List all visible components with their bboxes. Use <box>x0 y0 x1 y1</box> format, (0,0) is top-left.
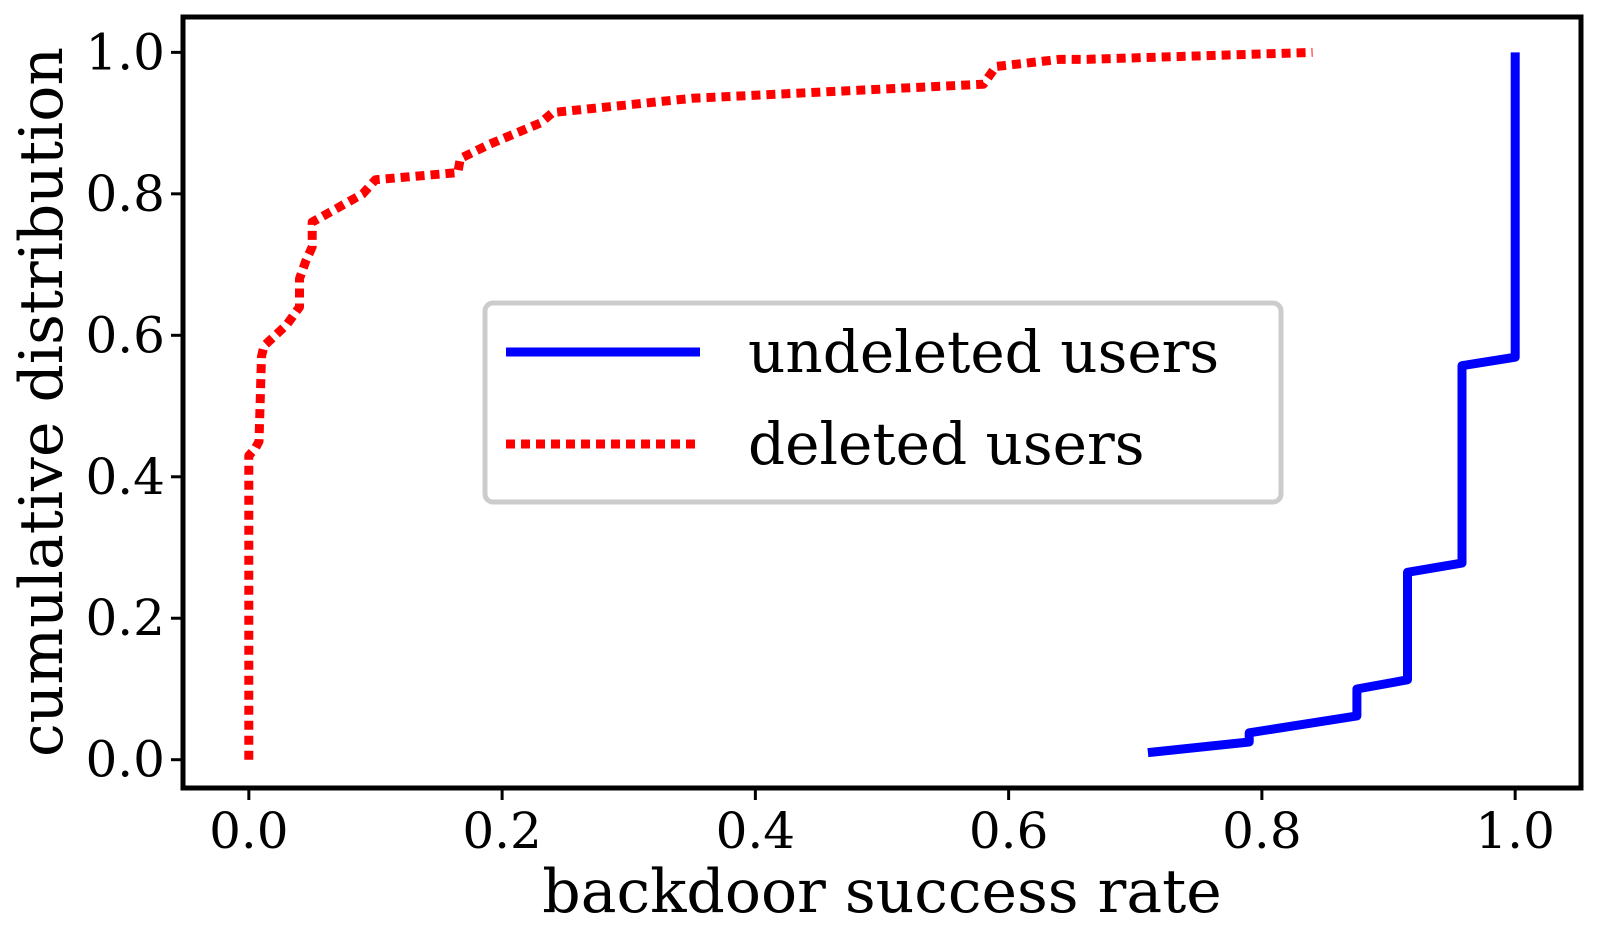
x-tick-label: 0.2 <box>462 802 542 860</box>
x-tick-label: 0.8 <box>1222 802 1302 860</box>
x-axis-label: backdoor success rate <box>542 857 1221 927</box>
y-tick-label: 0.4 <box>85 448 165 506</box>
x-tick-label: 0.0 <box>209 802 289 860</box>
y-tick-label: 0.6 <box>85 306 165 364</box>
y-axis-ticks: 0.0 0.2 0.4 0.6 0.8 1.0 <box>85 23 183 789</box>
series-layer <box>244 47 1520 760</box>
y-tick-label: 1.0 <box>85 23 165 81</box>
x-tick-label: 0.4 <box>716 802 796 860</box>
legend: undeleted users deleted users <box>482 300 1284 505</box>
x-tick-label: 1.0 <box>1475 802 1555 860</box>
y-axis-label: cumulative distribution <box>7 47 77 757</box>
series-line-deleted <box>244 47 1313 760</box>
legend-label-undeleted: undeleted users <box>748 318 1219 386</box>
x-axis-ticks: 0.0 0.2 0.4 0.6 0.8 1.0 <box>209 788 1555 860</box>
x-tick-label: 0.6 <box>969 802 1049 860</box>
y-tick-label: 0.0 <box>85 731 165 789</box>
series-line-undeleted <box>1147 52 1520 758</box>
y-tick-label: 0.8 <box>85 165 165 223</box>
legend-label-deleted: deleted users <box>748 410 1144 478</box>
plot-frame <box>180 14 1584 791</box>
y-tick-label: 0.2 <box>85 589 165 647</box>
